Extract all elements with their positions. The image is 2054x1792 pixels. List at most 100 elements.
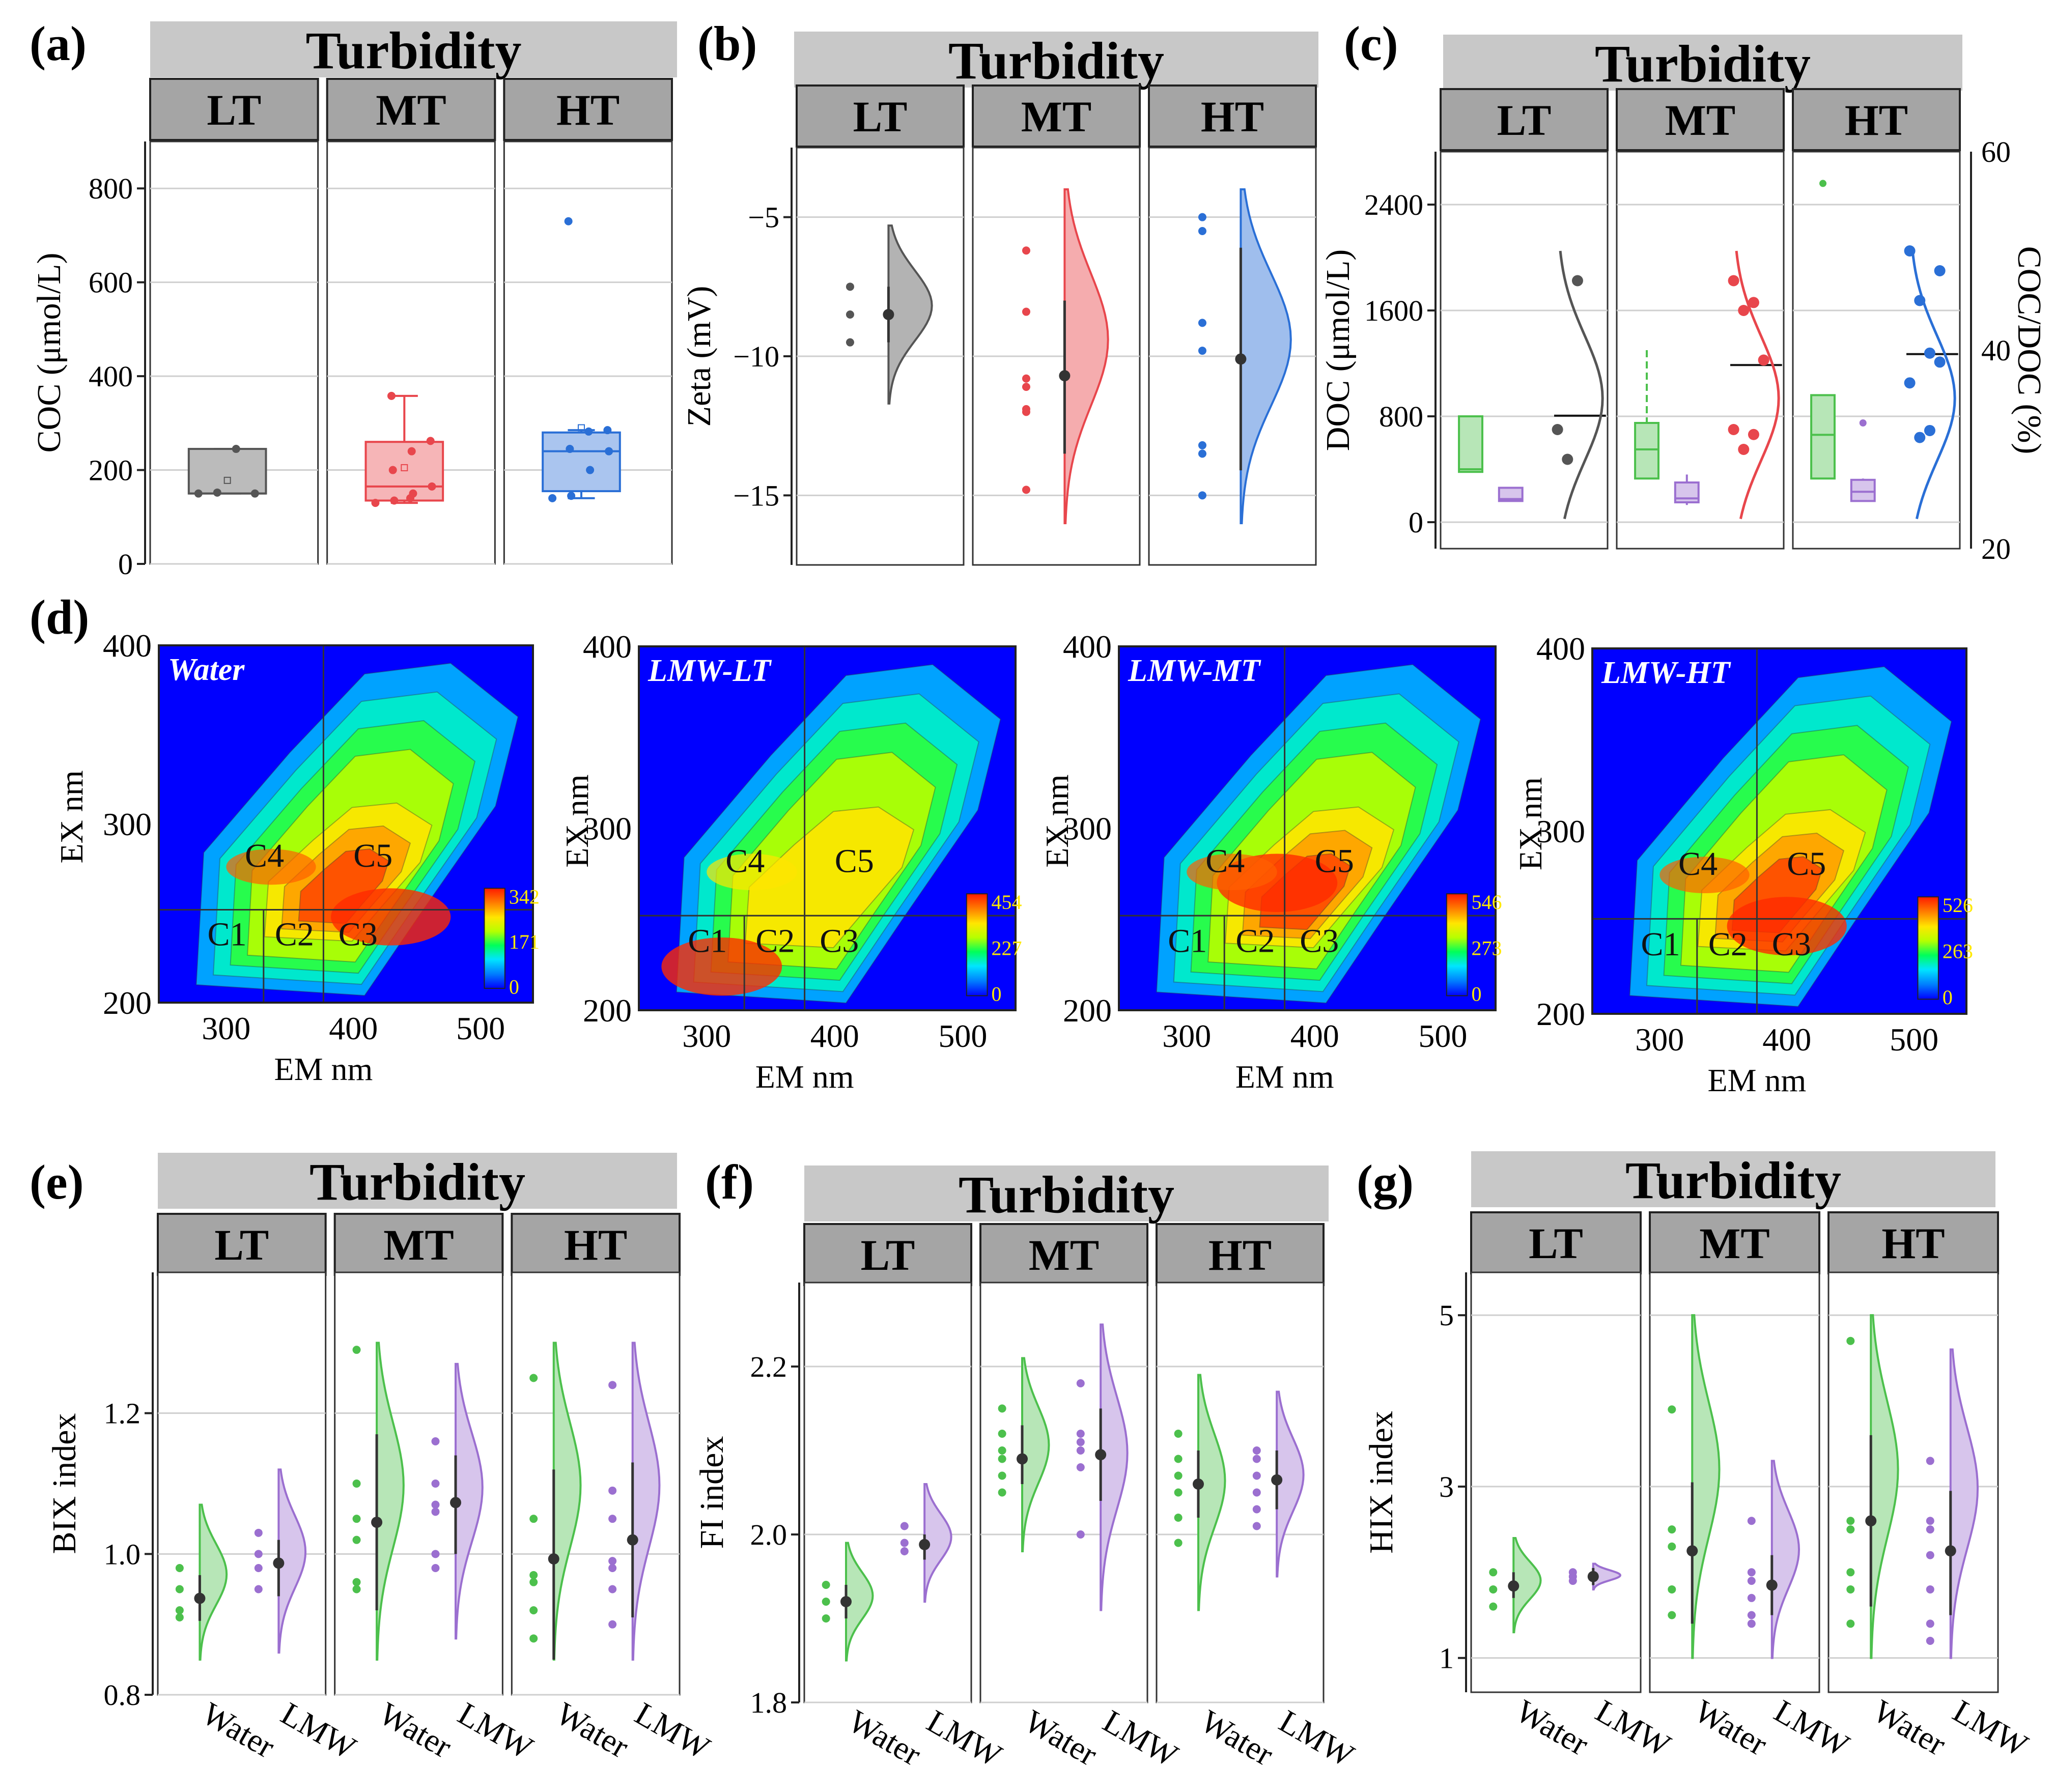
strip-background <box>804 1165 1329 1221</box>
data-point <box>1198 441 1206 449</box>
eem-title: LMW-HT <box>1601 656 1731 690</box>
data-point <box>1252 1455 1261 1463</box>
box-iqr <box>1810 394 1836 480</box>
violin-shape <box>1691 1314 1721 1659</box>
data-point <box>1846 1336 1855 1345</box>
violin-shape <box>199 1503 228 1661</box>
data-point <box>608 1564 617 1572</box>
colorbar-label: 171 <box>509 930 540 953</box>
data-point <box>1846 1585 1855 1594</box>
data-point <box>1846 1619 1855 1628</box>
ratio-point <box>1571 275 1583 287</box>
panel-d: (d) Water C1 C2 C3 C4 C5 342 171 0 300 400 500 EM nm 2… <box>30 590 1973 1098</box>
eem-title: LMW-MT <box>1128 653 1261 688</box>
y-tick-label: −5 <box>748 201 779 234</box>
violin-shape <box>1770 1460 1800 1659</box>
data-point <box>1022 408 1030 416</box>
data-point <box>998 1471 1006 1480</box>
mean-point <box>1235 353 1247 365</box>
strip-background <box>1471 1151 1995 1207</box>
y-tick-label: 400 <box>583 629 632 665</box>
colorbar-label: 263 <box>1943 940 1973 963</box>
panel-label: (b) <box>697 16 757 71</box>
facet-label: MT <box>1699 1219 1770 1268</box>
y2-axis-title: COC/DOC (%) <box>2011 246 2048 454</box>
data-point <box>1668 1405 1676 1414</box>
mean-point <box>1193 1478 1204 1490</box>
data-point <box>846 338 854 347</box>
facet-label: LT <box>207 86 261 134</box>
data-point <box>1926 1636 1934 1645</box>
colorbar-label: 227 <box>992 936 1022 959</box>
data-point <box>1489 1602 1498 1611</box>
facet-strip-mt <box>333 1213 504 1276</box>
panel-label: (e) <box>30 1155 84 1209</box>
strip-title: Turbidity <box>948 32 1164 90</box>
data-point <box>1926 1457 1934 1465</box>
x-tick-label: 300 <box>1162 1018 1211 1054</box>
y-tick-label: −10 <box>733 340 779 373</box>
mean-point <box>1945 1545 1956 1557</box>
violin-shape <box>1512 1537 1542 1634</box>
box-mean <box>401 464 408 471</box>
eem-peak-region <box>707 854 797 891</box>
data-point <box>1568 1577 1577 1585</box>
data-point <box>1198 319 1206 327</box>
data-point <box>529 1634 538 1643</box>
eem-component-label: C4 <box>725 842 765 879</box>
y-tick-label: 600 <box>89 266 133 299</box>
y-tick-label: 200 <box>1063 992 1112 1029</box>
y-tick-label: 1.2 <box>104 1397 141 1430</box>
panel-label: (f) <box>705 1155 754 1209</box>
violin-shape <box>1197 1374 1226 1611</box>
x-tick-label-water: Water <box>373 1695 458 1765</box>
eem-peak-region <box>661 937 782 996</box>
data-point <box>1747 1619 1756 1628</box>
ratio-point <box>1748 429 1759 440</box>
ratio-point <box>1748 297 1759 308</box>
mean-point <box>194 1592 206 1604</box>
data-point <box>254 1585 263 1594</box>
eem-map-1: Water C1 C2 C3 C4 C5 342 171 0 300 400 500 EM nm 200 3… <box>53 628 540 1087</box>
y-tick-label: 2.0 <box>750 1518 787 1551</box>
box-iqr <box>542 431 621 493</box>
data-point <box>1174 1488 1183 1497</box>
x-tick-label-lmw: LMW <box>1768 1693 1855 1764</box>
y2-tick-label: 60 <box>1981 135 2011 168</box>
x-tick-label-water: Water <box>1195 1703 1279 1773</box>
ratio-point <box>1914 432 1926 443</box>
facet-strip-mt <box>972 84 1141 148</box>
facet-label: LT <box>214 1220 269 1269</box>
y-tick-label: 800 <box>1379 400 1423 433</box>
eem-component-label: C2 <box>755 923 795 960</box>
data-point <box>1252 1446 1261 1455</box>
data-point <box>352 1480 361 1488</box>
data-point <box>822 1614 830 1623</box>
ratio-point <box>1924 347 1935 359</box>
violin-shape <box>277 1468 307 1654</box>
data-point <box>1846 1525 1855 1534</box>
colorbar-label: 0 <box>509 975 519 998</box>
data-point <box>1198 449 1206 458</box>
ratio-point <box>1728 424 1739 435</box>
facet-panel <box>803 1282 972 1703</box>
mean-point <box>1095 1449 1107 1461</box>
data-point <box>352 1515 361 1523</box>
data-point <box>822 1581 830 1589</box>
data-point <box>390 496 399 505</box>
eem-map-2: LMW-LT C1 C2 C3 C4 C5 454 227 0 300 400 500 EM nm 200… <box>559 629 1022 1095</box>
eem-component-label: C1 <box>688 923 727 960</box>
x-tick-label: 400 <box>329 1010 378 1046</box>
x-tick-label-lmw: LMW <box>452 1695 539 1767</box>
x-tick-label-lmw: LMW <box>1273 1703 1360 1774</box>
ratio-point <box>1728 275 1739 287</box>
mean-point <box>1766 1579 1778 1591</box>
facet-label: MT <box>1029 1231 1100 1279</box>
facet-strip-mt <box>979 1223 1148 1286</box>
data-point <box>406 494 414 502</box>
data-point <box>352 1585 361 1594</box>
violin-shape <box>1870 1314 1899 1659</box>
facet-label: MT <box>1665 96 1736 145</box>
eem-body <box>159 645 533 1003</box>
y-axis-title: EX nm <box>53 770 90 863</box>
